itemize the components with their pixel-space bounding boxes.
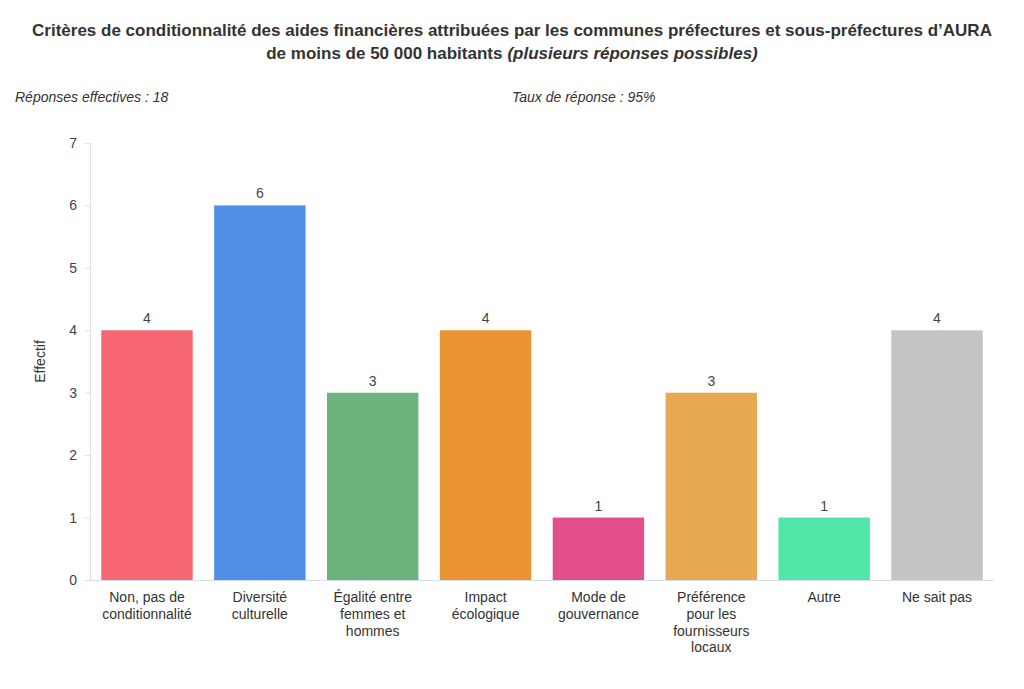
y-axis-line [85,144,91,581]
bar [553,518,644,580]
y-tick-label: 7 [69,135,77,151]
x-tick: Impactécologique [452,580,520,622]
bar [891,330,982,580]
y-tick-mark [85,580,90,581]
y-axis-title: Effectif [32,340,48,383]
bar [778,518,869,580]
data-label: 4 [933,310,941,326]
data-label: 3 [369,373,377,389]
y-tick-mark [85,393,90,394]
x-tick: Préférencepour lesfournisseurslocaux [673,580,749,655]
y-tick-label: 5 [69,260,77,276]
y-tick: 2 [69,447,90,463]
annotation: Réponses effectives : 18 [15,89,169,105]
y-tick: 3 [69,385,90,401]
data-label: 3 [707,373,715,389]
y-tick-mark [85,455,90,456]
y-tick-mark [85,330,90,331]
data-label: 4 [482,310,490,326]
data-label: 4 [143,310,151,326]
chart: Critères de conditionnalité des aides fi… [0,0,1024,689]
data-labels: 4 6 3 4 1 3 1 4 [143,185,941,513]
y-tick-label: 1 [69,510,77,526]
y-tick-label: 6 [69,197,77,213]
x-tick: Non, pas deconditionnalité [102,580,192,622]
x-tick: Autre [807,580,841,605]
x-tick-label: Préférencepour lesfournisseurslocaux [673,589,749,655]
bars [101,205,982,580]
y-tick-mark [85,268,90,269]
y-tick-label: 2 [69,447,77,463]
x-tick-label: Mode degouvernance [558,589,639,622]
title: Critères de conditionnalité des aides fi… [32,21,992,63]
y-tick-label: 3 [69,385,77,401]
data-label: 1 [595,498,603,514]
x-tick-label: Ne sait pas [902,589,972,605]
bar [327,393,418,580]
title-group: Critères de conditionnalité des aides fi… [32,21,992,63]
x-axis-line [91,580,995,581]
bar [101,330,192,580]
bar [214,205,305,580]
x-tick: Diversitéculturelle [232,580,288,622]
bar [666,393,757,580]
y-tick-mark [85,518,90,519]
y-tick: 0 [69,572,90,588]
data-label: 6 [256,185,264,201]
y-tick: 1 [69,510,90,526]
bar [440,330,531,580]
x-tick-label: Autre [807,589,841,605]
y-tick-mark [85,143,90,144]
x-tick: Ne sait pas [902,580,972,605]
y-tick: 6 [69,197,90,213]
annotation: Taux de réponse : 95% [512,89,655,105]
y-tick-label: 4 [69,322,77,338]
x-tick-label: Impactécologique [452,589,520,622]
y-tick: 5 [69,260,90,276]
x-axis: Non, pas deconditionnalité Diversitécultu… [91,580,995,655]
y-axis: 0 1 2 3 4 5 6 7 [69,135,90,588]
y-tick-label: 0 [69,572,77,588]
x-tick: Mode degouvernance [558,580,639,622]
x-tick: Égalité entrefemmes ethommes [333,580,412,639]
y-tick-mark [85,205,90,206]
y-tick: 7 [69,135,90,151]
x-tick-label: Égalité entrefemmes ethommes [333,589,412,639]
x-tick-label: Non, pas deconditionnalité [102,589,192,622]
data-label: 1 [820,498,828,514]
x-tick-label: Diversitéculturelle [232,589,288,622]
y-tick: 4 [69,322,90,338]
subtitle: (plusieurs réponses possibles) [507,44,758,63]
